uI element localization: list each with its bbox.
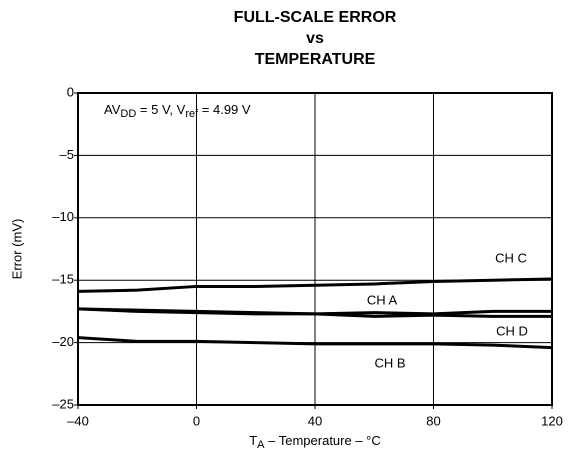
x-axis-label: TA – Temperature – °C	[249, 433, 381, 450]
annotation-part: = 4.99 V	[198, 102, 251, 117]
series-label: CH B	[374, 355, 405, 370]
annotation: AVDD = 5 V, Vref = 4.99 V	[104, 102, 251, 119]
series-label: CH A	[367, 292, 398, 307]
annotation-part: DD	[120, 108, 136, 120]
annotation-part: ref	[185, 108, 199, 120]
series-line	[77, 307, 552, 318]
chart-title: vs	[306, 30, 324, 47]
x-tick-label: –40	[67, 413, 89, 428]
y-tick-label: 0	[67, 84, 74, 99]
x-axis-label-part: – Temperature – °C	[265, 433, 381, 448]
x-axis-label-part: A	[257, 439, 265, 451]
y-tick-label: –20	[52, 334, 74, 349]
x-tick-label: 120	[541, 413, 563, 428]
series-line	[77, 336, 553, 350]
x-tick-label: 0	[193, 413, 200, 428]
y-tick-label: –10	[52, 209, 74, 224]
y-tick-label: –25	[52, 396, 74, 411]
annotation-part: = 5 V, V	[136, 102, 185, 117]
y-tick-label: –5	[60, 147, 74, 162]
y-axis-label: Error (mV)	[9, 219, 24, 280]
x-tick-label: 40	[308, 413, 322, 428]
plot-frame	[77, 92, 553, 406]
y-tick-label: –15	[52, 272, 74, 287]
x-tick-label: 80	[426, 413, 440, 428]
x-axis-label-part: T	[249, 433, 257, 448]
chart-title: TEMPERATURE	[255, 51, 376, 68]
annotation-part: AV	[104, 102, 121, 117]
chart-title: FULL-SCALE ERROR	[234, 9, 397, 26]
series-line	[77, 277, 553, 293]
series-label: CH D	[496, 323, 528, 338]
series-label: CH C	[495, 250, 527, 265]
